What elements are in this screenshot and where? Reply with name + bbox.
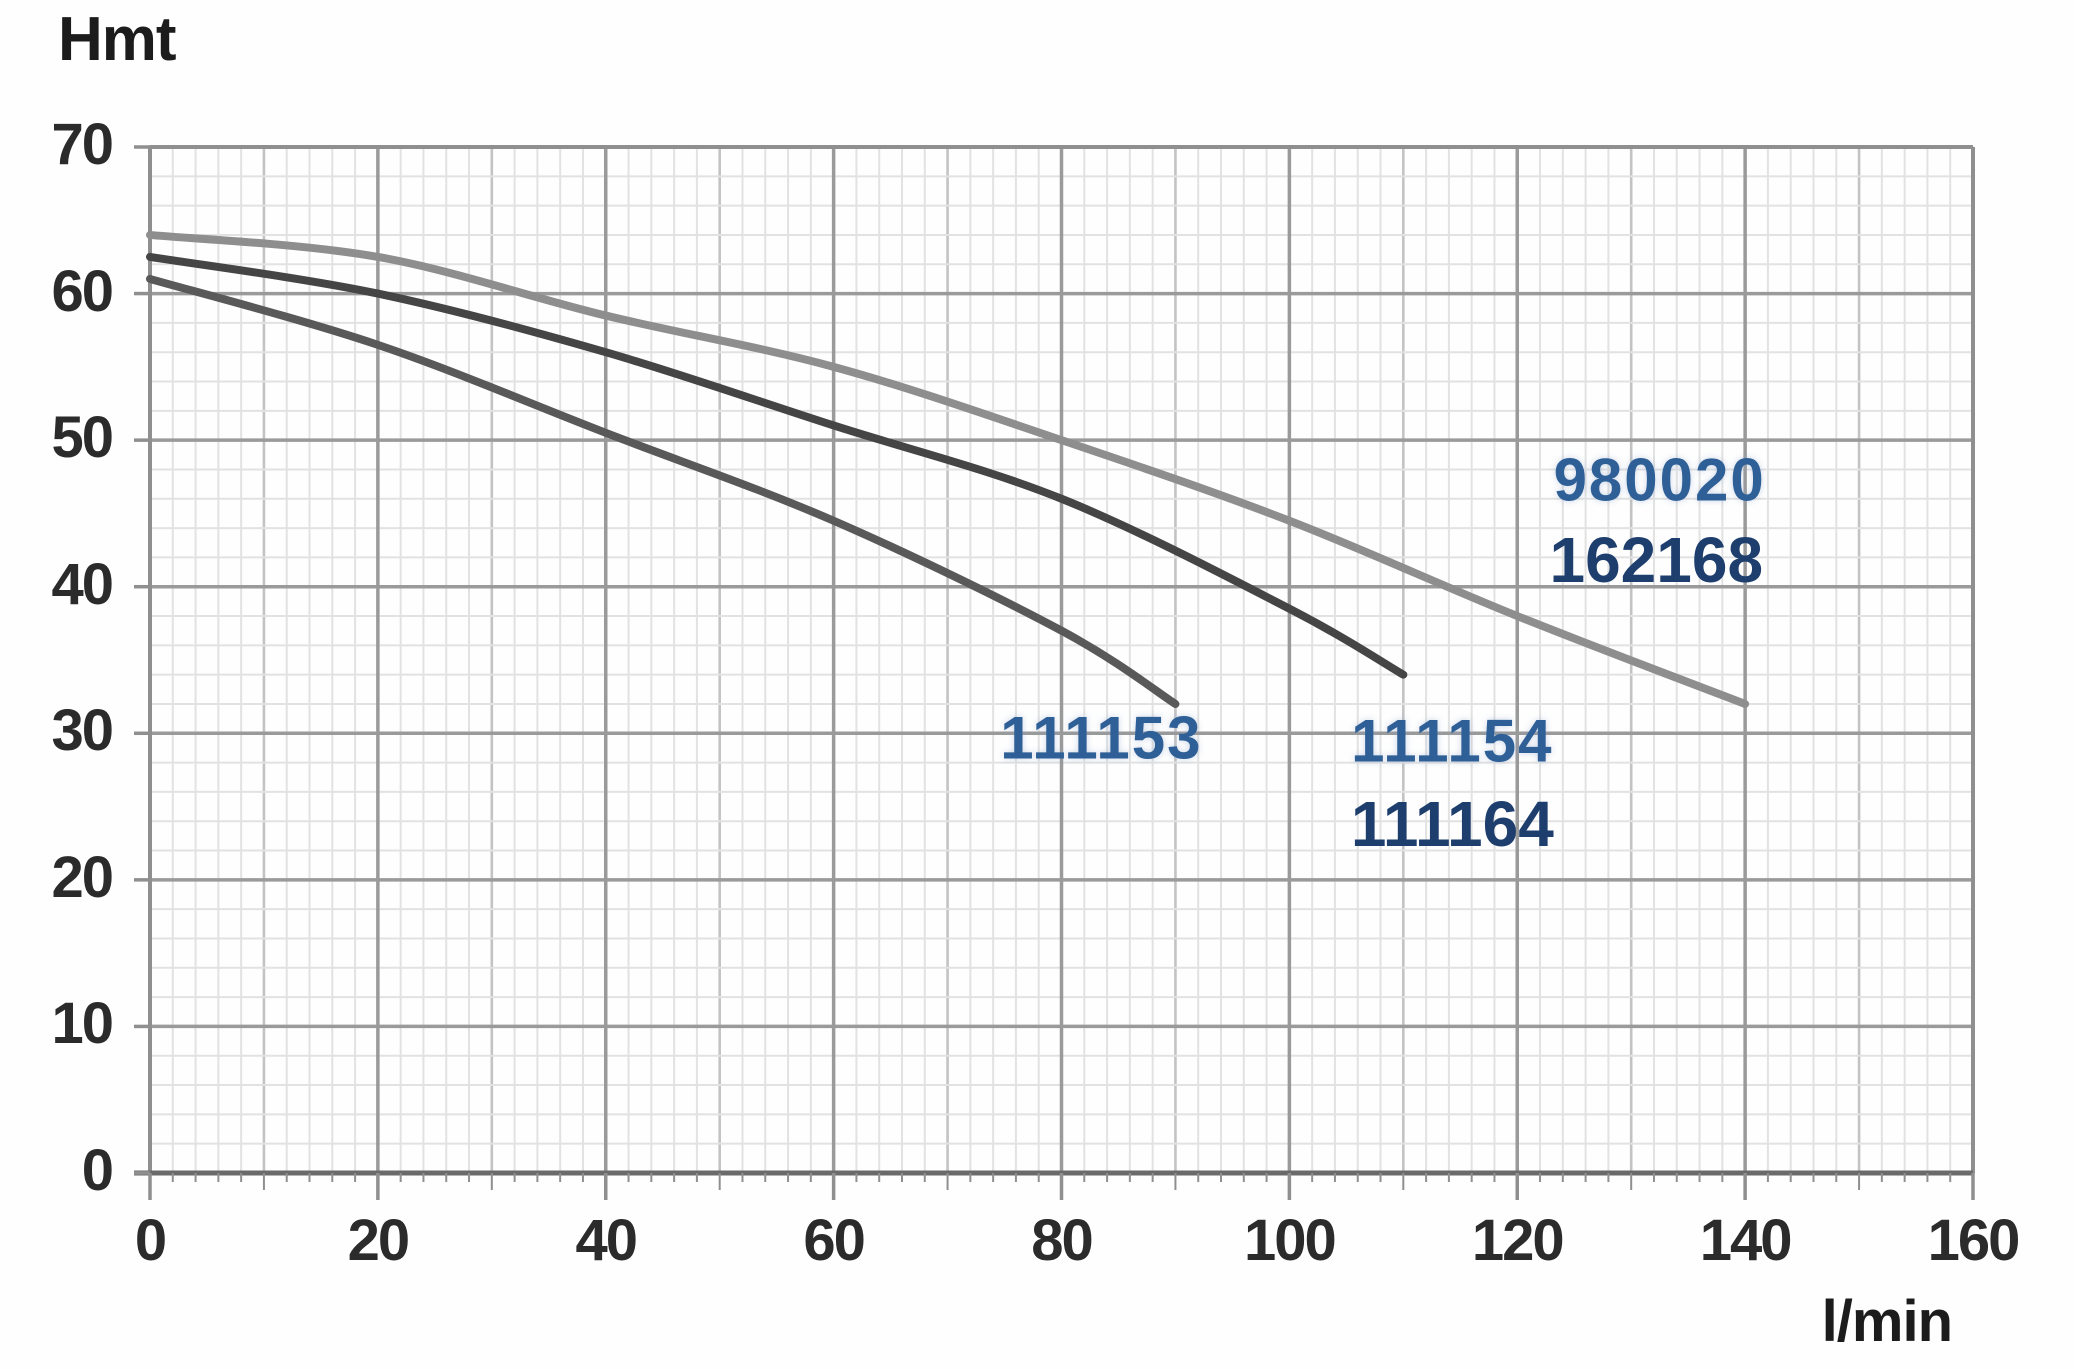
x-tick-label: 120 (1471, 1208, 1565, 1273)
series-label-980020: 980020 (1553, 446, 1766, 514)
series-label-111154: 111154 (1351, 707, 1554, 775)
y-tick-label: 40 (51, 551, 114, 617)
x-tick-label: 140 (1699, 1208, 1793, 1273)
x-tick-label: 80 (1031, 1208, 1093, 1273)
x-tick-label: 40 (575, 1208, 637, 1273)
y-axis-title: Hmt (58, 5, 177, 74)
y-tick-label: 10 (51, 991, 114, 1057)
series-label-111164: 111164 (1350, 788, 1554, 861)
y-tick-label: 60 (51, 258, 114, 324)
x-tick-label: 0 (134, 1208, 167, 1273)
series-label-162168: 162168 (1549, 524, 1764, 597)
x-axis-title: l/min (1821, 1289, 1953, 1354)
x-tick-label: 100 (1243, 1208, 1337, 1273)
curve-111153 (146, 274, 1180, 708)
y-tick-label: 50 (51, 405, 114, 471)
x-tick-label: 60 (803, 1208, 865, 1273)
y-tick-label: 70 (51, 112, 114, 177)
curve-980020-162168 (146, 230, 1750, 708)
series-label-111153: 111153 (1000, 704, 1203, 772)
y-tick-label: 30 (51, 698, 114, 764)
curve-111154-111164 (146, 252, 1408, 679)
y-tick-label: 0 (81, 1138, 114, 1203)
x-tick-label: 20 (347, 1208, 410, 1273)
x-tick-label: 160 (1927, 1208, 2021, 1273)
y-tick-label: 20 (51, 844, 114, 910)
